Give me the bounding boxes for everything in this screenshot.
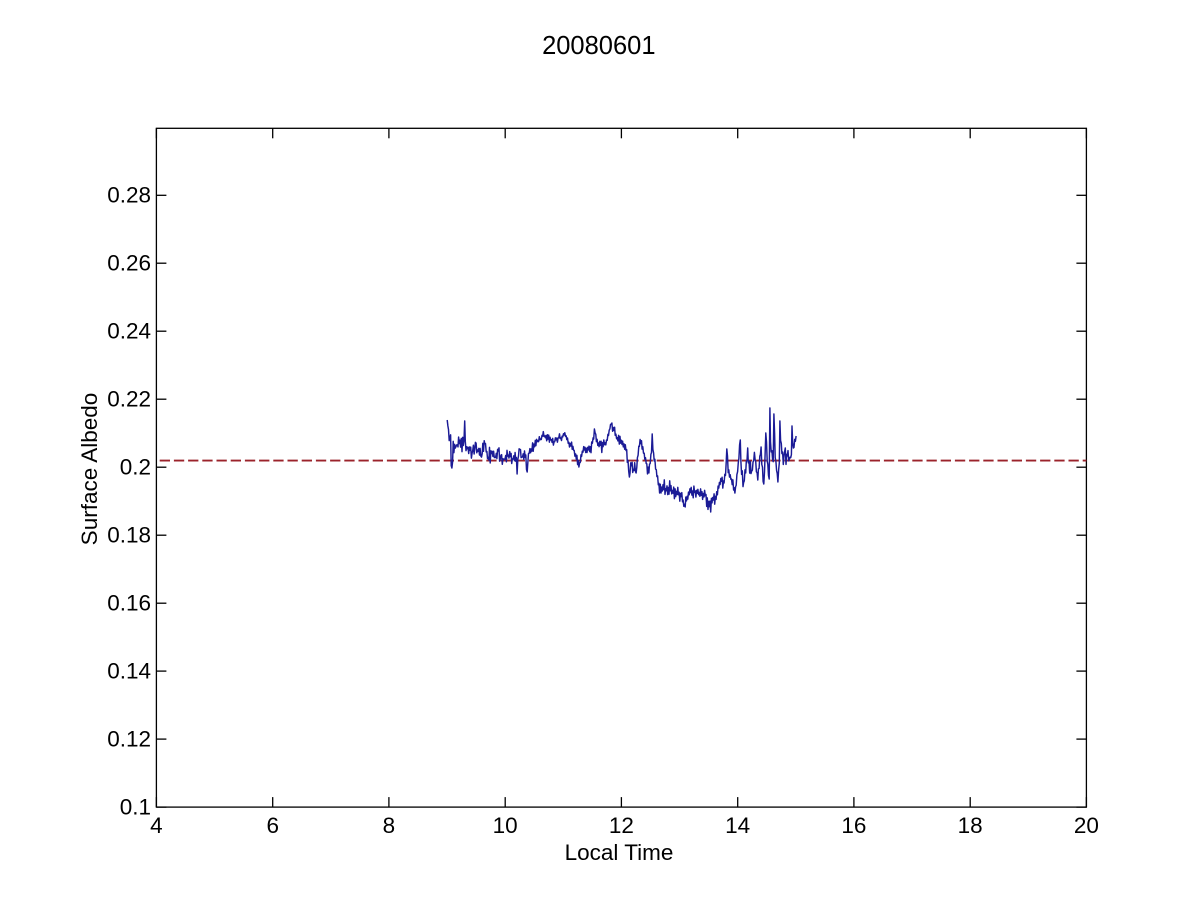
svg-text:10: 10 [493, 813, 518, 838]
svg-text:4: 4 [150, 813, 163, 838]
svg-text:Local Time: Local Time [565, 840, 674, 865]
svg-text:0.28: 0.28 [107, 183, 151, 208]
svg-text:0.26: 0.26 [107, 251, 151, 276]
svg-text:14: 14 [725, 813, 750, 838]
svg-text:0.16: 0.16 [107, 591, 151, 616]
svg-text:0.18: 0.18 [107, 523, 151, 548]
svg-text:0.14: 0.14 [107, 659, 151, 684]
svg-text:18: 18 [958, 813, 983, 838]
svg-text:0.12: 0.12 [107, 727, 151, 752]
svg-text:6: 6 [266, 813, 279, 838]
svg-text:12: 12 [609, 813, 634, 838]
svg-text:0.1: 0.1 [120, 795, 151, 820]
svg-text:20: 20 [1074, 813, 1099, 838]
svg-text:20080601: 20080601 [542, 32, 655, 60]
svg-text:Surface Albedo: Surface Albedo [77, 393, 102, 546]
svg-text:0.22: 0.22 [107, 387, 151, 412]
svg-text:16: 16 [841, 813, 866, 838]
svg-text:0.2: 0.2 [120, 455, 151, 480]
svg-text:8: 8 [383, 813, 396, 838]
svg-text:0.24: 0.24 [107, 319, 151, 344]
